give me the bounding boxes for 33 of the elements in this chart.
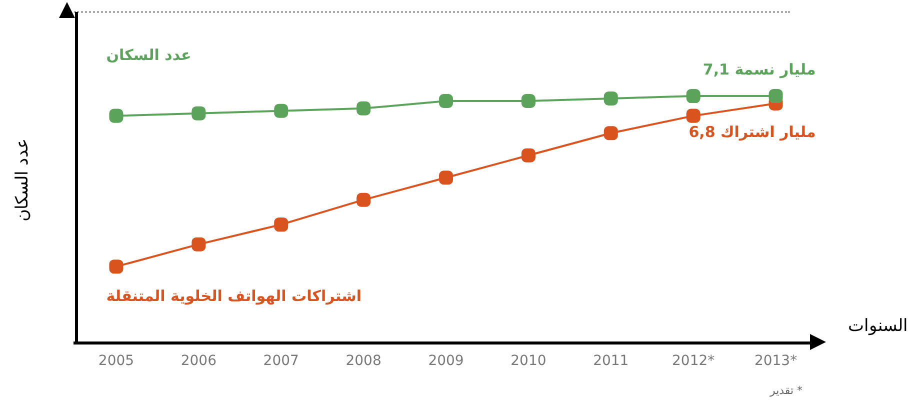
x-tick-label: 2011 — [593, 353, 629, 370]
point — [274, 218, 288, 232]
x-tick-label: 2009 — [428, 353, 464, 370]
point — [686, 108, 700, 123]
y-axis-title: عدد السكان — [12, 138, 32, 222]
point — [521, 148, 536, 162]
x-tick-label: 2010 — [510, 353, 546, 370]
x-tick-label: 2006 — [180, 353, 217, 370]
point — [274, 104, 288, 118]
x-tick-label: 2013* — [754, 353, 798, 370]
point — [604, 92, 618, 106]
point — [356, 101, 371, 116]
point — [109, 260, 124, 274]
text: 7,1 مليار نسمة — [702, 60, 816, 78]
point — [521, 94, 536, 108]
point — [192, 237, 206, 252]
point — [192, 106, 206, 120]
point — [686, 89, 700, 104]
x-tick-label: 2008 — [346, 353, 382, 370]
text: عدد السكان — [106, 46, 192, 64]
point — [438, 170, 454, 185]
point — [356, 192, 371, 207]
point — [768, 89, 783, 104]
annotation: 6,8 مليار اشتراك — [688, 122, 816, 141]
x-tick-label: 2005 — [98, 353, 134, 370]
point — [604, 126, 618, 140]
x-tick-label: 2007 — [263, 353, 299, 370]
point — [438, 94, 454, 108]
x-axis-title: السنوات — [848, 315, 908, 336]
x-tick-label: 2012* — [672, 353, 715, 370]
series-label: اشتراكات الهواتف الخلوية المتنقلة — [106, 286, 362, 305]
text: * تقدير — [770, 384, 803, 397]
point — [109, 108, 124, 123]
